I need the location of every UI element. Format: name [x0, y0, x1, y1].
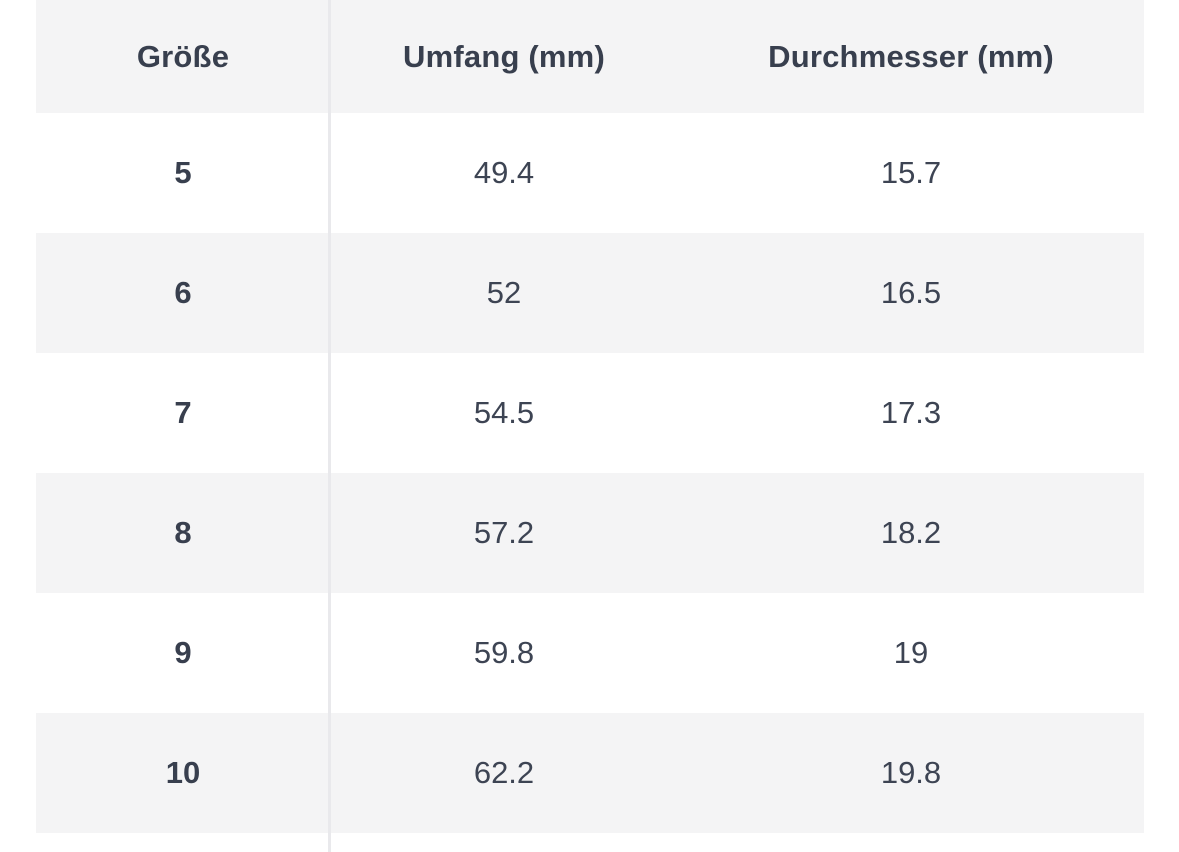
table-row: 5 49.4 15.7 — [36, 113, 1144, 233]
cell-size: 6 — [36, 233, 330, 353]
table-row: 7 54.5 17.3 — [36, 353, 1144, 473]
table-row: 6 52 16.5 — [36, 233, 1144, 353]
cell-diameter: 15.7 — [678, 113, 1144, 233]
ring-size-conversion-table: Größe Umfang (mm) Durchmesser (mm) 5 49.… — [36, 0, 1144, 833]
cell-circumference: 59.8 — [330, 593, 678, 713]
cell-circumference: 57.2 — [330, 473, 678, 593]
cell-circumference: 54.5 — [330, 353, 678, 473]
ring-size-table: Größe Umfang (mm) Durchmesser (mm) 5 49.… — [36, 0, 1144, 833]
column-divider — [328, 0, 331, 852]
table-row: 9 59.8 19 — [36, 593, 1144, 713]
cell-diameter: 19 — [678, 593, 1144, 713]
cell-diameter: 16.5 — [678, 233, 1144, 353]
cell-circumference: 52 — [330, 233, 678, 353]
header-cell-diameter: Durchmesser (mm) — [678, 0, 1144, 113]
header-cell-circumference: Umfang (mm) — [330, 0, 678, 113]
table-header-row: Größe Umfang (mm) Durchmesser (mm) — [36, 0, 1144, 113]
cell-diameter: 19.8 — [678, 713, 1144, 833]
cell-diameter: 17.3 — [678, 353, 1144, 473]
cell-diameter: 18.2 — [678, 473, 1144, 593]
cell-size: 8 — [36, 473, 330, 593]
cell-size: 9 — [36, 593, 330, 713]
table-row: 10 62.2 19.8 — [36, 713, 1144, 833]
cell-circumference: 49.4 — [330, 113, 678, 233]
header-cell-size: Größe — [36, 0, 330, 113]
cell-size: 7 — [36, 353, 330, 473]
cell-size: 5 — [36, 113, 330, 233]
cell-size: 10 — [36, 713, 330, 833]
cell-circumference: 62.2 — [330, 713, 678, 833]
table-row: 8 57.2 18.2 — [36, 473, 1144, 593]
